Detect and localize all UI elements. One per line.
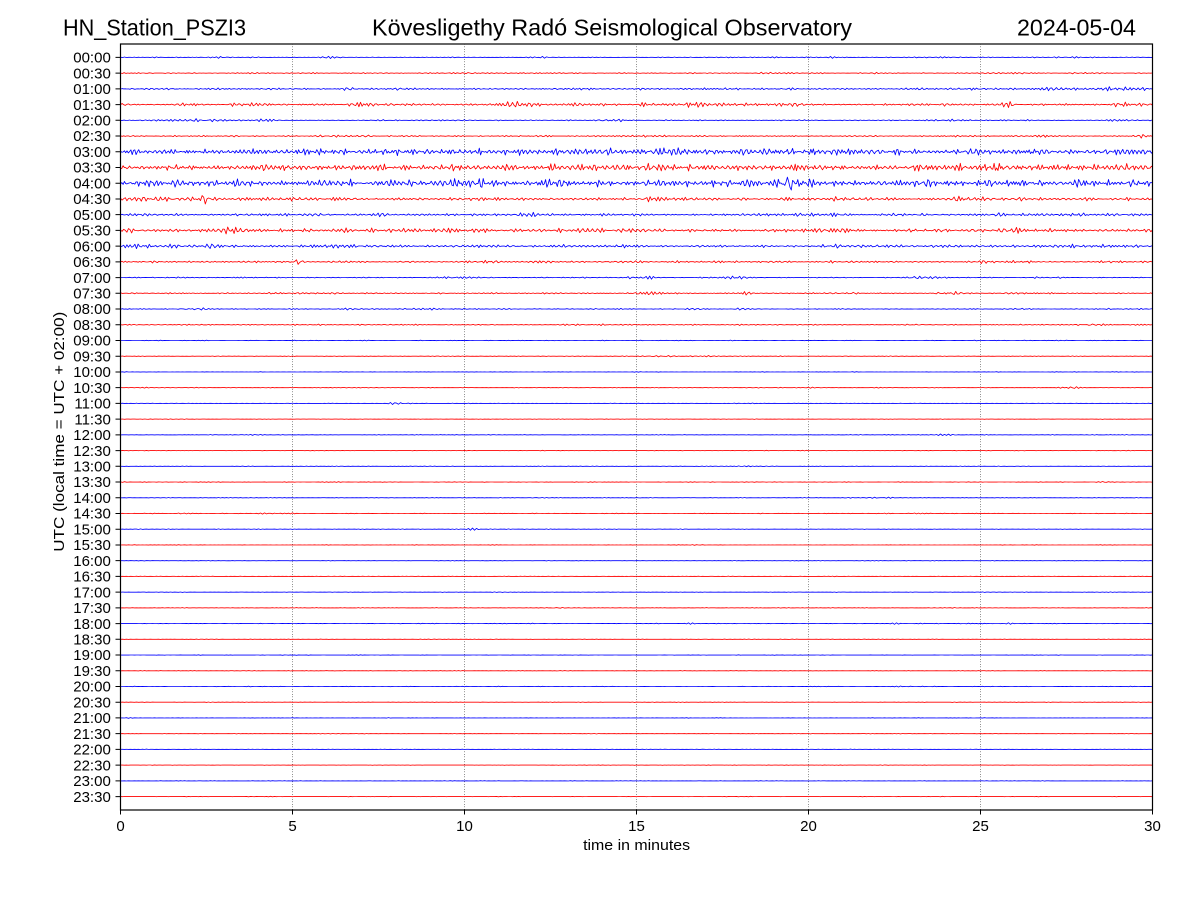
svg-text:2024-05-04: 2024-05-04 bbox=[1017, 14, 1136, 40]
svg-text:15: 15 bbox=[628, 818, 645, 835]
svg-text:09:30: 09:30 bbox=[73, 348, 111, 365]
svg-text:13:00: 13:00 bbox=[73, 459, 111, 476]
svg-text:HN_Station_PSZI3: HN_Station_PSZI3 bbox=[63, 14, 246, 40]
svg-text:time in minutes: time in minutes bbox=[583, 837, 690, 854]
svg-text:0: 0 bbox=[116, 818, 124, 835]
svg-text:03:00: 03:00 bbox=[73, 144, 111, 161]
svg-text:16:00: 16:00 bbox=[73, 553, 111, 570]
svg-text:05:00: 05:00 bbox=[73, 207, 111, 224]
svg-text:02:00: 02:00 bbox=[73, 113, 111, 130]
svg-text:18:00: 18:00 bbox=[73, 616, 111, 633]
svg-text:04:00: 04:00 bbox=[73, 175, 111, 192]
svg-text:14:00: 14:00 bbox=[73, 490, 111, 507]
svg-text:Kövesligethy Radó Seismologica: Kövesligethy Radó Seismological Observat… bbox=[372, 14, 852, 40]
svg-text:23:30: 23:30 bbox=[73, 789, 111, 806]
svg-text:17:00: 17:00 bbox=[73, 584, 111, 601]
svg-text:10: 10 bbox=[456, 818, 473, 835]
svg-text:21:00: 21:00 bbox=[73, 710, 111, 727]
svg-text:25: 25 bbox=[972, 818, 989, 835]
svg-text:11:30: 11:30 bbox=[74, 411, 110, 428]
svg-text:18:30: 18:30 bbox=[73, 632, 111, 649]
svg-text:22:00: 22:00 bbox=[73, 742, 111, 759]
svg-text:06:30: 06:30 bbox=[73, 254, 111, 271]
svg-text:UTC (local time = UTC + 02:00): UTC (local time = UTC + 02:00) bbox=[51, 312, 68, 552]
svg-text:19:30: 19:30 bbox=[73, 663, 111, 680]
svg-text:01:00: 01:00 bbox=[73, 81, 111, 98]
svg-text:01:30: 01:30 bbox=[73, 97, 111, 114]
svg-text:08:00: 08:00 bbox=[73, 301, 111, 318]
svg-text:07:30: 07:30 bbox=[73, 286, 111, 303]
svg-text:20:30: 20:30 bbox=[73, 694, 111, 711]
svg-text:23:00: 23:00 bbox=[73, 773, 111, 790]
svg-text:09:00: 09:00 bbox=[73, 333, 111, 350]
svg-text:15:00: 15:00 bbox=[73, 521, 111, 538]
svg-text:00:00: 00:00 bbox=[73, 50, 111, 67]
svg-text:30: 30 bbox=[1144, 818, 1161, 835]
svg-text:04:30: 04:30 bbox=[73, 191, 111, 208]
svg-text:15:30: 15:30 bbox=[73, 537, 111, 554]
svg-text:20: 20 bbox=[800, 818, 817, 835]
svg-text:07:00: 07:00 bbox=[73, 270, 111, 287]
svg-text:20:00: 20:00 bbox=[73, 679, 111, 696]
svg-text:12:00: 12:00 bbox=[73, 427, 111, 444]
svg-text:5: 5 bbox=[288, 818, 296, 835]
svg-text:02:30: 02:30 bbox=[73, 128, 111, 145]
svg-text:14:30: 14:30 bbox=[73, 506, 111, 523]
svg-text:06:00: 06:00 bbox=[73, 238, 111, 255]
svg-text:10:30: 10:30 bbox=[73, 380, 111, 397]
svg-text:03:30: 03:30 bbox=[73, 160, 111, 177]
svg-text:16:30: 16:30 bbox=[73, 569, 111, 586]
svg-text:13:30: 13:30 bbox=[73, 474, 111, 491]
svg-text:08:30: 08:30 bbox=[73, 317, 111, 334]
svg-text:19:00: 19:00 bbox=[73, 647, 111, 664]
svg-text:05:30: 05:30 bbox=[73, 223, 111, 240]
svg-text:00:30: 00:30 bbox=[73, 65, 111, 82]
svg-text:17:30: 17:30 bbox=[73, 600, 111, 617]
svg-text:11:00: 11:00 bbox=[74, 396, 110, 413]
svg-text:12:30: 12:30 bbox=[73, 443, 111, 460]
svg-text:22:30: 22:30 bbox=[73, 757, 111, 774]
svg-text:21:30: 21:30 bbox=[73, 726, 111, 743]
svg-text:10:00: 10:00 bbox=[73, 364, 111, 381]
